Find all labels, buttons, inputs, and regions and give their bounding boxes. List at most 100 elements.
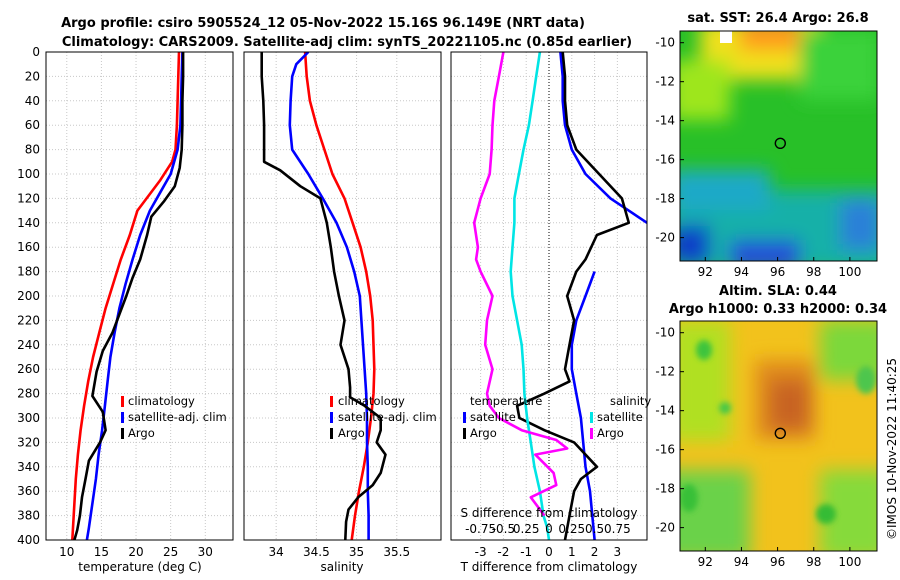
x2-tick-label: 0.5 <box>585 522 604 536</box>
legend-label-s-argo: Argo <box>597 426 624 440</box>
y-tick-label: 0 <box>32 45 40 59</box>
map-x-tick-label: 94 <box>734 265 749 279</box>
legend-swatch-t-argo <box>463 428 466 439</box>
sst-teal-southwest <box>680 170 770 210</box>
y-tick-label: 340 <box>17 460 40 474</box>
y-tick-label: 260 <box>17 362 40 376</box>
y-tick-label: 180 <box>17 265 40 279</box>
y-tick-label: 300 <box>17 411 40 425</box>
y-tick-label: 240 <box>17 338 40 352</box>
series-line-satellite-adj-clim <box>85 52 184 540</box>
x-tick-label: 1 <box>568 545 576 559</box>
x2-tick-label: 0.25 <box>558 522 585 536</box>
figure-title-line1: Argo profile: csiro 5905524_12 05-Nov-20… <box>61 16 585 31</box>
difference-legend-temperature: temperature satellite Argo <box>463 394 542 440</box>
map-x-tick-label: 98 <box>806 555 821 569</box>
map-y-tick-label: -16 <box>655 153 675 167</box>
legend-label-temperature: temperature <box>470 394 542 408</box>
map-y-tick-label: -10 <box>655 36 675 50</box>
series-line-climatology <box>303 52 376 540</box>
x2-tick-label: -0.75 <box>465 522 496 536</box>
sla-eddy-3 <box>680 484 698 512</box>
legend-swatch-climatology <box>330 396 333 407</box>
map-x-tick-label: 96 <box>770 555 785 569</box>
legend-label-satellite: satellite-adj. clim <box>128 410 227 424</box>
x-tick-label: -1 <box>520 545 532 559</box>
y-tick-label: 140 <box>17 216 40 230</box>
y-tick-label: 400 <box>17 533 40 547</box>
legend-swatch-argo <box>121 428 124 439</box>
sla-eddy-1 <box>696 340 712 360</box>
salinity-plot-area <box>244 52 441 540</box>
legend-swatch-s-argo <box>590 428 593 439</box>
sst-map-title: sat. SST: 26.4 Argo: 26.8 <box>687 11 868 26</box>
map-x-tick-label: 94 <box>734 555 749 569</box>
difference-panel: -3 -2 -1 0 1 2 3 -0.75-0.50.25 0 0.25 0.5 0.75 S d… <box>450 51 651 574</box>
legend-swatch-satellite <box>330 412 333 423</box>
map-y-tick-label: -20 <box>655 231 675 245</box>
x-tick-label: 3 <box>614 545 622 559</box>
x-tick-label: 15 <box>94 545 109 559</box>
y-tick-label: 60 <box>25 118 40 132</box>
sla-map-frame <box>679 320 878 552</box>
figure-title-line2: Climatology: CARS2009. Satellite-adj cli… <box>62 35 632 50</box>
legend-label-argo: Argo <box>338 426 365 440</box>
map-x-tick-label: 96 <box>770 265 785 279</box>
sla-map-title-line2: Argo h1000: 0.33 h2000: 0.34 <box>669 302 887 317</box>
sst-heatmap <box>680 31 877 261</box>
map-y-tick-label: -16 <box>655 443 675 457</box>
x-tick-label: 2 <box>591 545 599 559</box>
map-x-tick-label: 98 <box>806 265 821 279</box>
map-y-tick-label: -12 <box>655 365 675 379</box>
sla-eddy-4 <box>816 504 836 524</box>
legend-label-salinity: salinity <box>610 394 651 408</box>
legend-label-t-argo: Argo <box>470 426 497 440</box>
sst-blue-southeast <box>840 200 877 250</box>
x2-tick-label: 0.75 <box>604 522 631 536</box>
map-y-tick-label: -12 <box>655 75 675 89</box>
y-tick-label: 40 <box>25 94 40 108</box>
series-line-t-argo-climatology <box>515 52 631 540</box>
map-x-tick-label: 92 <box>698 265 713 279</box>
series-line-t-satellite-climatology <box>559 52 647 224</box>
sst-warmest-north <box>740 31 800 50</box>
sla-brown-center <box>770 380 810 430</box>
legend-swatch-argo <box>330 428 333 439</box>
sst-map-frame <box>679 30 878 262</box>
x-tick-label: 35 <box>349 545 364 559</box>
x-tick-label: 30 <box>198 545 213 559</box>
y-tick-label: 20 <box>25 69 40 83</box>
map-y-tick-label: -18 <box>655 482 675 496</box>
legend-label-s-satellite: satellite <box>597 410 643 424</box>
legend-label-climatology: climatology <box>128 394 195 408</box>
difference-x2label: S difference from climatology <box>461 506 638 520</box>
x-tick-label: 35.5 <box>383 545 410 559</box>
sst-blue-south <box>730 240 800 261</box>
y-tick-label: 200 <box>17 289 40 303</box>
map-y-tick-label: -14 <box>655 114 675 128</box>
y-tick-label: 80 <box>25 143 40 157</box>
x-tick-label: 20 <box>128 545 143 559</box>
legend-label-satellite: satellite-adj. clim <box>338 410 437 424</box>
series-line-argo <box>73 52 185 540</box>
y-tick-label: 380 <box>17 509 40 523</box>
difference-plot-frame <box>450 51 648 541</box>
series-line-t-satellite-climatology-deep- <box>570 271 596 540</box>
legend-label-argo: Argo <box>128 426 155 440</box>
map-y-tick-label: -18 <box>655 192 675 206</box>
copyright-stamp: ©IMOS 10-Nov-2022 11:40:25 <box>885 358 899 540</box>
x2-tick-label: 0 <box>545 522 553 536</box>
series-line-s-argo-climatology <box>472 52 569 517</box>
x-tick-label: -2 <box>497 545 509 559</box>
sst-green-northeast <box>800 31 877 100</box>
map-x-tick-label: 100 <box>838 265 861 279</box>
sst-missing-cell <box>720 31 732 43</box>
series-line-climatology <box>71 52 181 540</box>
temperature-xlabel: temperature (deg C) <box>78 560 201 574</box>
temperature-legend: climatology satellite-adj. clim Argo <box>121 394 227 440</box>
series-line-s-satellite-climatology <box>509 52 551 540</box>
x-tick-label: 34 <box>269 545 284 559</box>
salinity-xlabel: salinity <box>320 560 363 574</box>
sla-heatmap <box>680 321 877 551</box>
